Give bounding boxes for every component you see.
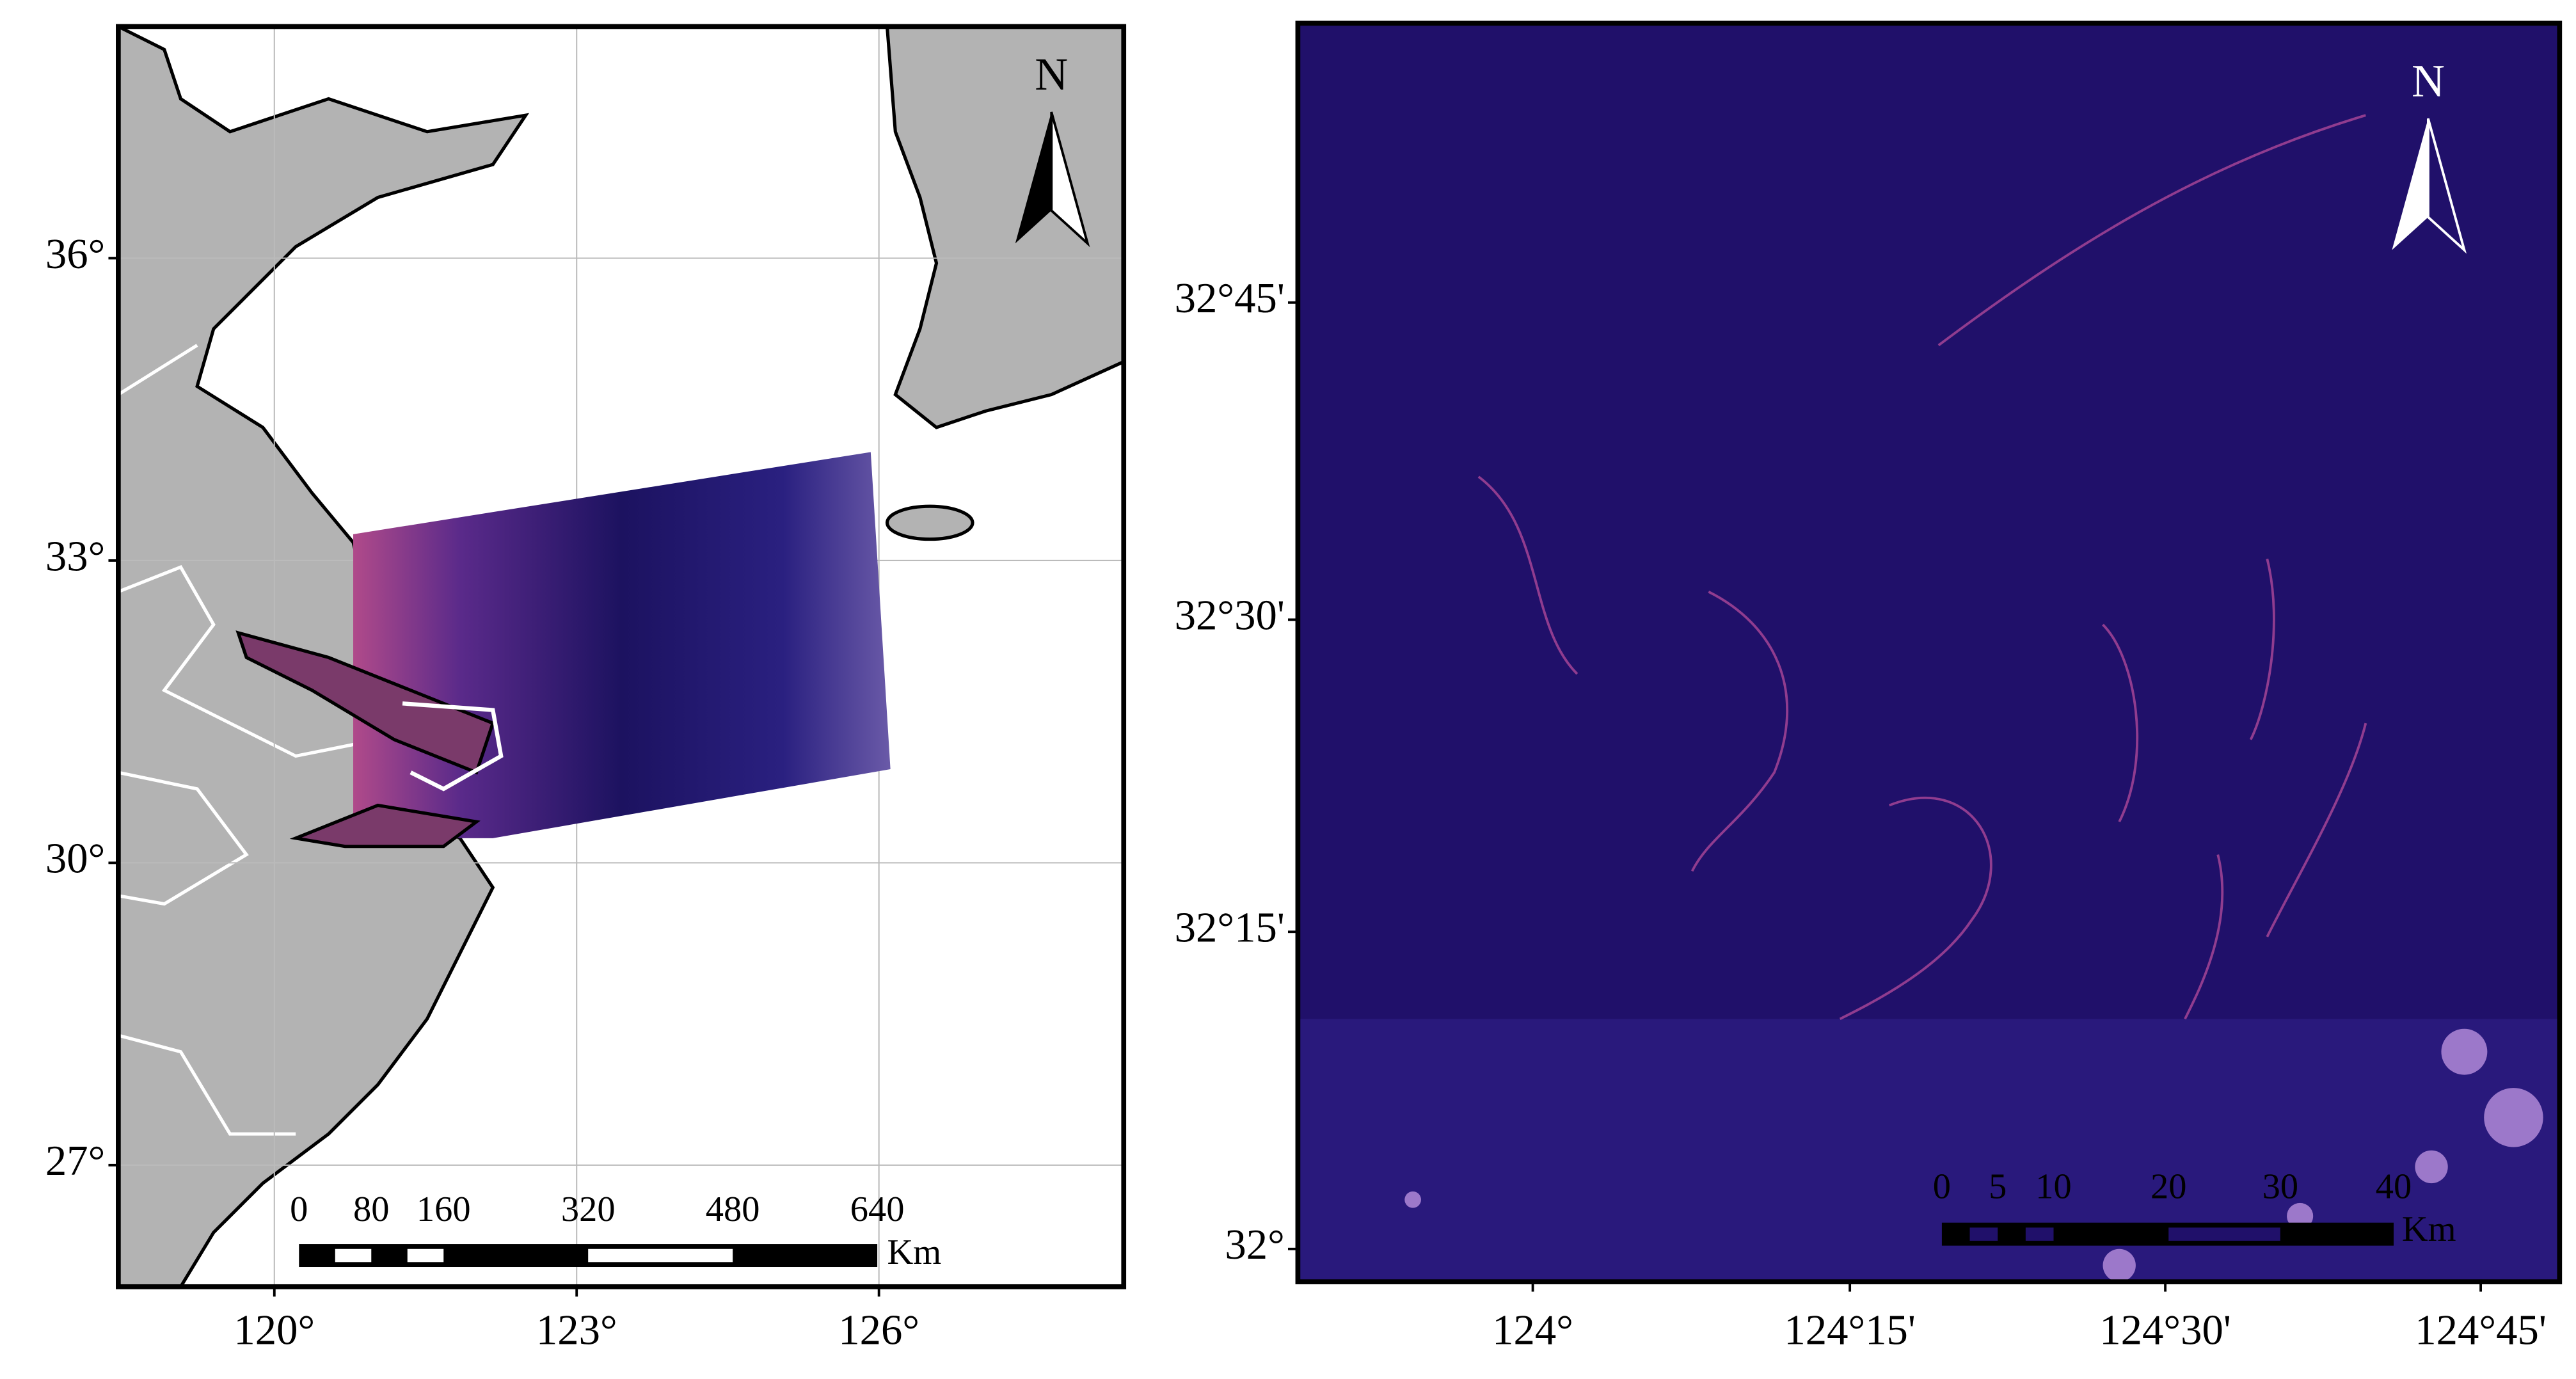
province-borders bbox=[118, 344, 379, 1136]
scale-label: 320 bbox=[561, 1190, 616, 1229]
scale-label: 40 bbox=[2376, 1167, 2412, 1206]
y-tick-label: 27° bbox=[45, 1138, 105, 1184]
y-tick-label: 30° bbox=[45, 836, 105, 882]
x-tick-label: 126° bbox=[838, 1307, 919, 1354]
y-tick-label: 36° bbox=[45, 231, 105, 278]
overview-map bbox=[118, 26, 1124, 1287]
x-tick-label: 120° bbox=[234, 1307, 315, 1354]
y-tick-label: 32°45' bbox=[1175, 275, 1285, 322]
north-label: N bbox=[1035, 49, 1068, 100]
right-frame bbox=[1295, 20, 2563, 1284]
scale-unit: Km bbox=[2402, 1209, 2456, 1249]
x-tick-label: 124°15' bbox=[1784, 1307, 1916, 1354]
north-arrow bbox=[1015, 111, 1052, 244]
scale-label: 160 bbox=[417, 1190, 471, 1229]
x-tick-label: 124°45' bbox=[2415, 1307, 2547, 1354]
y-tick-label: 32°30' bbox=[1175, 593, 1285, 639]
north-arrow bbox=[2426, 118, 2467, 254]
scale-label: 20 bbox=[2151, 1167, 2186, 1206]
detail-image bbox=[1298, 23, 2560, 1282]
study-area-outline bbox=[402, 701, 504, 792]
north-label: N bbox=[2412, 55, 2445, 106]
scale-label: 0 bbox=[1933, 1167, 1951, 1206]
left-frame bbox=[116, 24, 1127, 1289]
scale-label: 10 bbox=[2035, 1167, 2071, 1206]
korea-land bbox=[885, 26, 1124, 429]
scale-label: 30 bbox=[2262, 1167, 2298, 1206]
jeju-island bbox=[885, 504, 974, 541]
scale-label: 80 bbox=[353, 1190, 389, 1229]
y-tick-label: 32°15' bbox=[1175, 905, 1285, 952]
x-tick-label: 123° bbox=[536, 1307, 617, 1354]
scale-label: 640 bbox=[850, 1190, 905, 1229]
x-tick-label: 124° bbox=[1492, 1307, 1573, 1354]
scale-label: 480 bbox=[706, 1190, 760, 1229]
scale-bar bbox=[1941, 1222, 2394, 1246]
x-tick-label: 124°30' bbox=[2099, 1307, 2231, 1354]
north-arrow bbox=[1050, 111, 1090, 248]
scale-unit: Km bbox=[887, 1232, 942, 1272]
algae-streaks bbox=[1477, 114, 2367, 1021]
bright-patches bbox=[1404, 1028, 2543, 1282]
y-tick-label: 32° bbox=[1225, 1222, 1284, 1268]
scale-label: 0 bbox=[290, 1190, 308, 1229]
scale-bar bbox=[299, 1244, 878, 1268]
y-tick-label: 33° bbox=[45, 533, 105, 580]
yangtze-estuary bbox=[235, 630, 495, 849]
scale-label: 5 bbox=[1989, 1167, 2007, 1206]
